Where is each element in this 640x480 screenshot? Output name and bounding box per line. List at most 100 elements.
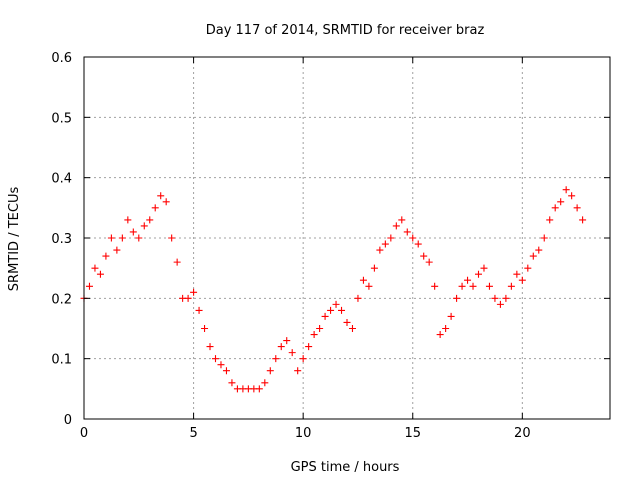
data-point — [403, 228, 411, 236]
data-point — [348, 325, 356, 332]
data-point — [475, 270, 482, 278]
plot-frame — [83, 56, 611, 420]
data-point — [277, 343, 285, 351]
data-point — [343, 318, 351, 326]
data-point — [557, 198, 565, 206]
data-point — [168, 234, 176, 242]
data-point — [206, 343, 214, 351]
data-point — [354, 294, 362, 302]
x-axis-label: GPS time / hours — [291, 460, 400, 475]
data-point — [124, 216, 132, 224]
data-point — [261, 379, 269, 387]
data-point — [420, 252, 428, 260]
y-tick-label: 0.3 — [51, 232, 72, 247]
data-point — [579, 216, 587, 224]
data-point — [453, 294, 461, 302]
data-point — [436, 331, 444, 339]
data-point — [222, 367, 230, 375]
data-point — [447, 312, 455, 320]
data-point — [294, 367, 302, 375]
x-tick-label: 5 — [189, 426, 197, 441]
data-point — [370, 264, 378, 272]
data-point — [288, 349, 296, 357]
data-point — [376, 246, 384, 254]
data-point — [255, 385, 263, 393]
y-tick-label: 0.1 — [51, 353, 72, 368]
data-point — [442, 325, 450, 332]
data-point — [310, 331, 318, 339]
data-point — [96, 270, 104, 278]
data-point — [496, 300, 504, 308]
x-tick-label: 15 — [404, 426, 421, 441]
data-point — [135, 234, 143, 242]
data-point — [562, 186, 570, 194]
data-point — [212, 355, 219, 363]
x-tick-label: 0 — [80, 426, 88, 441]
y-tick-label: 0.2 — [51, 292, 72, 307]
data-point — [299, 355, 307, 363]
data-point — [173, 258, 181, 266]
data-point — [491, 294, 499, 302]
data-point — [118, 234, 126, 242]
data-point — [359, 276, 367, 284]
data-point — [573, 204, 581, 212]
y-tick-label: 0.4 — [51, 172, 72, 187]
data-point — [464, 276, 472, 284]
data-point — [551, 204, 559, 212]
data-point — [184, 294, 192, 302]
data-point — [529, 252, 537, 260]
axes: 0 5 10 15 20 0 0.1 0.2 0.3 0.4 0.5 0.6 — [51, 51, 611, 441]
data-point — [146, 216, 154, 224]
data-point — [305, 343, 313, 351]
data-point — [228, 379, 236, 387]
data-point — [338, 306, 346, 314]
data-point — [283, 337, 291, 345]
y-tick-label: 0.5 — [51, 111, 72, 126]
data-point — [162, 198, 170, 206]
data-point — [102, 252, 110, 260]
data-point — [217, 361, 225, 369]
data-point — [190, 288, 198, 296]
data-point — [414, 240, 422, 248]
data-point — [568, 192, 576, 200]
data-point — [151, 204, 159, 212]
data-point — [469, 282, 477, 290]
data-point — [458, 282, 466, 290]
data-point — [91, 264, 99, 272]
data-point — [524, 264, 532, 272]
data-point — [507, 282, 515, 290]
data-point — [518, 276, 526, 284]
y-tick-label: 0.6 — [51, 51, 72, 66]
data-point — [392, 222, 400, 230]
data-point — [195, 306, 203, 314]
data-point — [266, 367, 274, 375]
data-point — [409, 234, 417, 242]
data-points — [80, 186, 587, 393]
data-point — [332, 300, 340, 308]
data-point — [327, 306, 335, 314]
x-tick-label: 20 — [514, 426, 531, 441]
data-point — [316, 325, 324, 332]
data-point — [321, 312, 329, 320]
y-axis-label: SRMTID / TECUs — [7, 187, 22, 292]
data-point — [398, 216, 406, 224]
data-point — [272, 355, 280, 363]
grid — [84, 57, 610, 419]
data-point — [513, 270, 521, 278]
x-tick-label: 10 — [295, 426, 312, 441]
data-point — [107, 234, 115, 242]
data-point — [540, 234, 548, 242]
data-point — [535, 246, 543, 254]
y-tick-label: 0 — [64, 413, 72, 428]
data-point — [425, 258, 433, 266]
data-point — [431, 282, 439, 290]
data-point — [113, 246, 121, 254]
data-point — [201, 325, 209, 332]
data-point — [485, 282, 493, 290]
data-point — [157, 192, 165, 200]
chart-title: Day 117 of 2014, SRMTID for receiver bra… — [206, 23, 485, 38]
data-point — [502, 294, 510, 302]
data-point — [381, 240, 389, 248]
data-point — [546, 216, 554, 224]
data-point — [480, 264, 488, 272]
